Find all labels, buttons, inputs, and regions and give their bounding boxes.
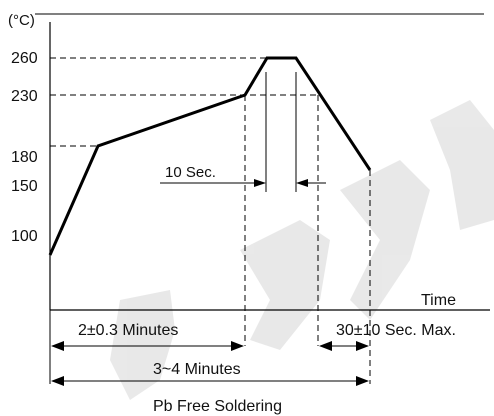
y-tick-label: 230	[11, 88, 38, 105]
arrowhead	[254, 179, 266, 187]
y-tick-label: 150	[11, 178, 38, 195]
cooling-label: 30±10 Sec. Max.	[336, 322, 456, 339]
arrowhead	[51, 341, 64, 351]
arrowhead	[231, 341, 244, 351]
y-tick-label: 260	[11, 50, 38, 67]
y-tick-label: 180	[11, 149, 38, 166]
reflow-curve	[48, 56, 372, 256]
watermark	[110, 100, 494, 400]
peak-time-label: 10 Sec.	[165, 164, 216, 181]
preheat-label: 2±0.3 Minutes	[78, 322, 178, 339]
total-label: 3~4 Minutes	[153, 361, 241, 378]
caption: Pb Free Soldering	[153, 398, 282, 415]
arrowhead	[319, 341, 332, 351]
arrowhead	[51, 376, 64, 386]
arrowhead	[356, 341, 369, 351]
y-tick-label: 100	[11, 228, 38, 245]
y-axis-unit: (°C)	[8, 12, 35, 29]
arrowhead	[356, 376, 369, 386]
x-axis-label: Time	[421, 292, 456, 309]
